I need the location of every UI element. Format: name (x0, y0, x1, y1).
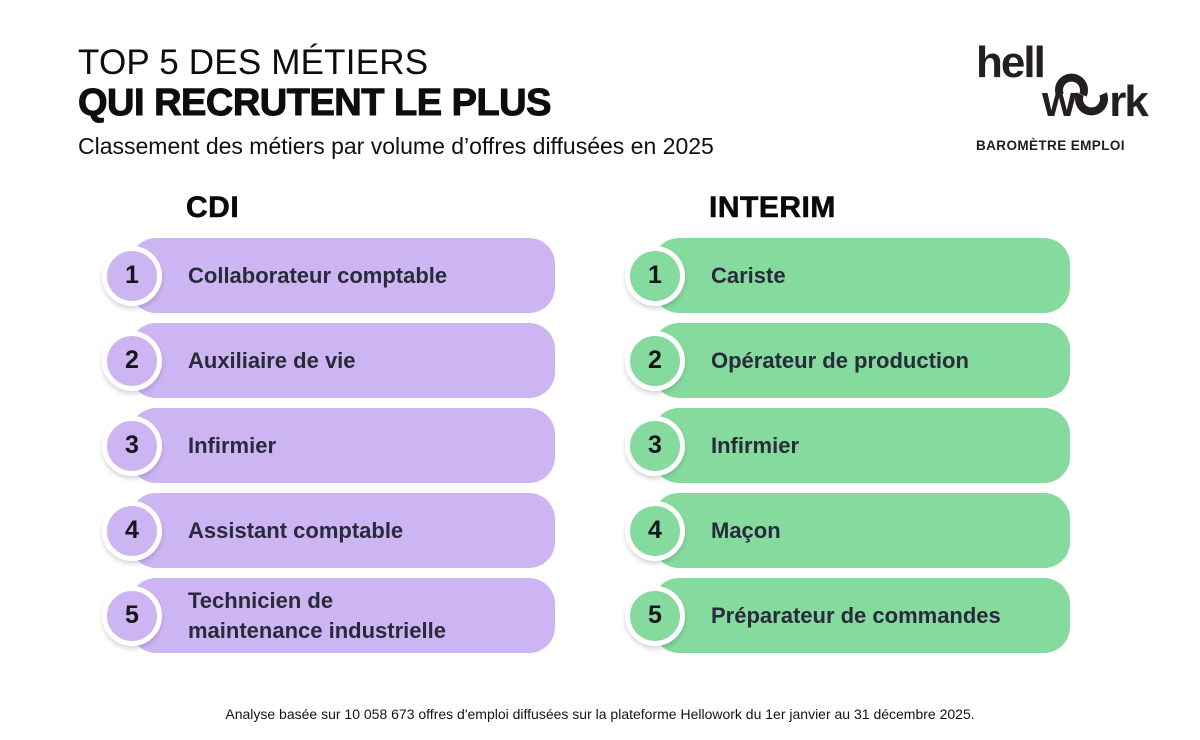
job-bar: Préparateur de commandes (653, 578, 1070, 653)
logo-text-rk: rk (1109, 77, 1149, 126)
job-label: Auxiliaire de vie (188, 347, 356, 373)
ranking-row: 5 Préparateur de commandes (625, 578, 1070, 653)
rank-badge: 4 (102, 500, 162, 561)
logo-text-hell: hell (976, 38, 1046, 87)
rank-badge: 1 (625, 245, 685, 306)
logo-o-arc-bottom-icon (1075, 92, 1109, 116)
rank-badge: 5 (625, 585, 685, 646)
job-label: Maçon (711, 517, 781, 543)
job-bar: Infirmier (130, 408, 555, 483)
rank-number: 4 (125, 516, 139, 544)
footer-note: Analyse basée sur 10 058 673 offres d'em… (225, 706, 975, 722)
rank-badge: 4 (625, 500, 685, 561)
rank-number: 2 (648, 346, 662, 374)
job-bar: Auxiliaire de vie (130, 323, 555, 398)
job-label: Opérateur de production (711, 347, 969, 373)
rank-number: 1 (648, 261, 662, 289)
ranking-row: 3 Infirmier (625, 408, 1070, 483)
job-bar: Cariste (653, 238, 1070, 313)
job-bar: Collaborateur comptable (130, 238, 555, 313)
job-bar: Opérateur de production (653, 323, 1070, 398)
ranking-row: 4 Assistant comptable (102, 493, 555, 568)
rank-badge: 1 (102, 245, 162, 306)
job-label: Préparateur de commandes (711, 602, 1001, 628)
logo-o-arc-top-icon (1054, 73, 1088, 97)
hellowork-logo: hell w rk BAROMÈTRE EMPLOI (976, 38, 1149, 154)
job-bar: Technicien de maintenance industrielle (130, 578, 555, 653)
ranking-row: 4 Maçon (625, 493, 1070, 568)
logo-line-hello: hell (976, 38, 1148, 97)
rank-badge: 2 (625, 330, 685, 391)
page-title-line2: QUI RECRUTENT LE PLUS (78, 82, 552, 124)
column-header-cdi: CDI (186, 191, 240, 225)
rank-number: 3 (125, 431, 139, 459)
rank-badge: 3 (625, 415, 685, 476)
job-label: Assistant comptable (188, 517, 404, 543)
job-label: Infirmier (711, 432, 800, 458)
ranking-row: 1 Cariste (625, 238, 1070, 313)
rank-number: 1 (125, 261, 139, 289)
job-label: Infirmier (188, 432, 277, 458)
rank-number: 3 (648, 431, 662, 459)
rank-number: 5 (125, 601, 139, 629)
ranking-row: 2 Opérateur de production (625, 323, 1070, 398)
ranking-column-interim: INTERIM 1 Cariste 2 Opérateur de product… (625, 190, 1070, 663)
logo-tagline: BAROMÈTRE EMPLOI (976, 138, 1125, 153)
page-title-line1: TOP 5 DES MÉTIERS (78, 43, 429, 82)
job-bar: Maçon (653, 493, 1070, 568)
rank-number: 5 (648, 601, 662, 629)
ranking-column-cdi: CDI 1 Collaborateur comptable 2 Auxiliai… (102, 190, 555, 663)
rank-number: 2 (125, 346, 139, 374)
rank-badge: 2 (102, 330, 162, 391)
ranking-row: 3 Infirmier (102, 408, 555, 483)
job-label: Technicien de maintenance industrielle (188, 587, 446, 643)
ranking-row: 2 Auxiliaire de vie (102, 323, 555, 398)
rank-number: 4 (648, 516, 662, 544)
rank-badge: 5 (102, 585, 162, 646)
ranking-row: 5 Technicien de maintenance industrielle (102, 578, 555, 653)
job-bar: Infirmier (653, 408, 1070, 483)
page-subtitle: Classement des métiers par volume d’offr… (78, 133, 714, 159)
title-block: TOP 5 DES MÉTIERS QUI RECRUTENT LE PLUS … (78, 40, 714, 160)
column-header-interim: INTERIM (709, 191, 836, 225)
job-label: Cariste (711, 262, 786, 288)
rank-badge: 3 (102, 415, 162, 476)
job-label: Collaborateur comptable (188, 262, 448, 288)
ranking-row: 1 Collaborateur comptable (102, 238, 555, 313)
job-bar: Assistant comptable (130, 493, 555, 568)
